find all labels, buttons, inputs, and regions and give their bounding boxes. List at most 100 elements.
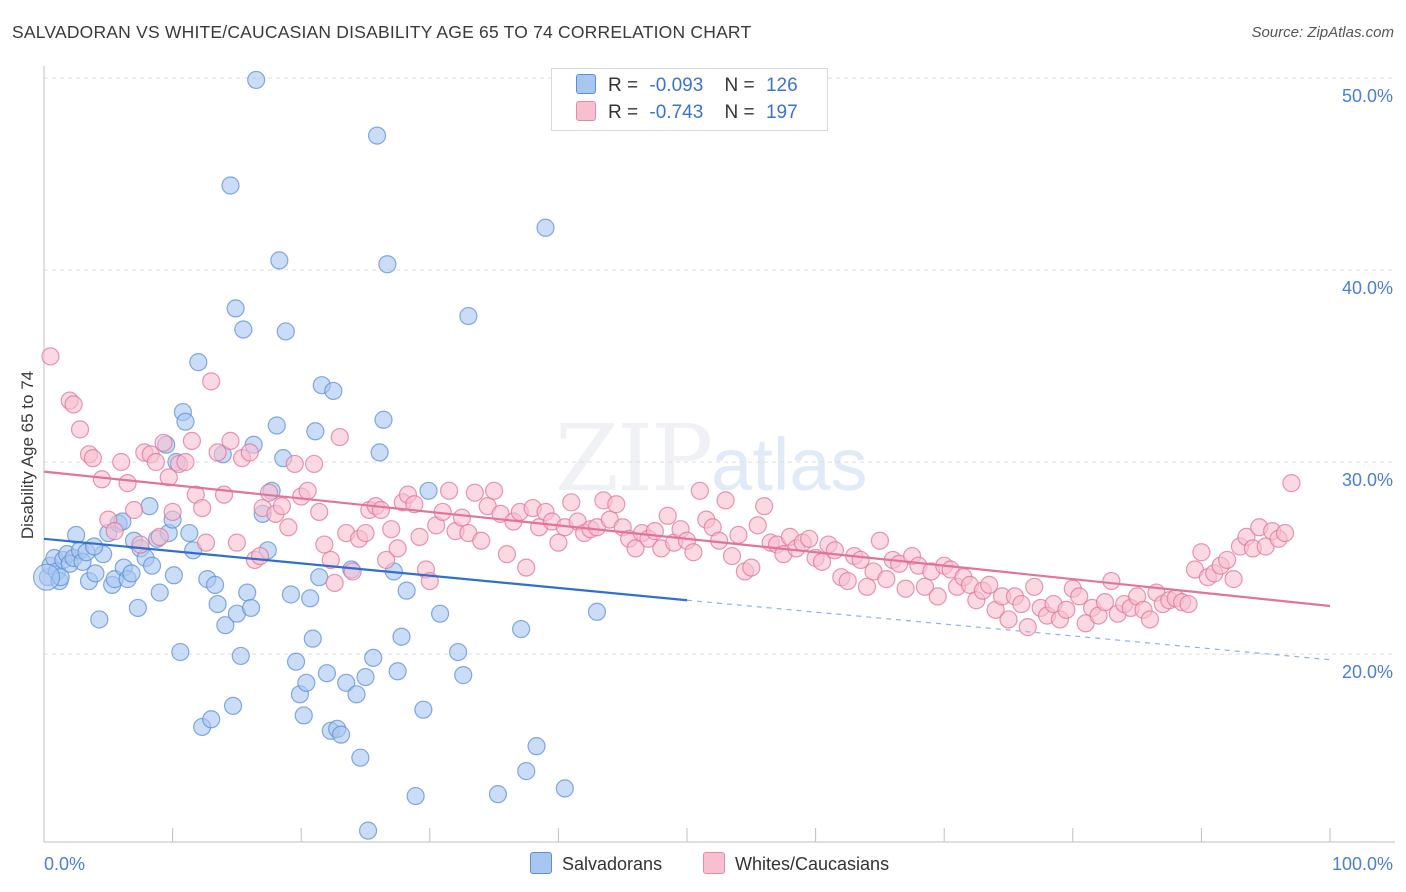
white-caucasian-point [1275,523,1295,543]
white-caucasian-point [439,481,459,500]
trend-lines [43,470,1331,661]
white-caucasian-point [1140,610,1160,629]
legend-r-value-whites: -0.743 [649,102,704,123]
white-caucasian-point [321,550,340,570]
y-tick-label: 20.0% [1342,662,1393,682]
white-caucasian-point [1095,593,1115,612]
salvadoran-point [370,443,389,462]
salvadoran-point [238,583,257,602]
salvadoran-point [392,627,411,646]
salvadoran-point [189,353,208,372]
white-caucasian-point [549,533,568,552]
white-caucasian-point [298,481,317,500]
salvadoran-point [223,696,243,715]
legend-swatch-whites [576,101,596,121]
salvadoran-point [226,299,245,318]
salvadoran-point [406,786,425,806]
white-caucasian-point [742,558,761,577]
legend-r-label: R = [608,75,639,96]
white-caucasian-point [1282,474,1301,493]
white-caucasian-point [150,527,169,546]
salvadoran-point [310,568,329,587]
salvadoran-point [388,662,407,681]
white-caucasian-point [146,452,165,472]
white-caucasian-point [64,395,83,414]
white-caucasian-point [118,474,137,493]
salvadoran-point [301,589,320,608]
white-caucasian-point [928,587,947,606]
white-caucasian-point [825,541,844,560]
salvadoran-point [150,583,169,602]
salvadorans-trend-extension [686,599,1331,661]
salvadoran-point [231,646,250,666]
salvadoran-point [142,556,162,575]
y-tick-label: 50.0% [1342,86,1393,106]
white-caucasian-point [1218,550,1237,570]
salvadoran-point [488,785,508,804]
salvadorans-points [32,70,607,840]
white-caucasian-point [1012,594,1031,614]
salvadoran-point [85,537,104,556]
salvadoran-point [536,218,555,237]
white-caucasian-point [405,495,424,514]
white-caucasian-point [304,454,324,474]
salvadoran-point [517,762,536,781]
salvadoran-point [286,652,306,671]
salvadoran-point [176,412,195,431]
x-tick-label: 0.0% [44,854,85,874]
salvadoran-point [419,481,438,500]
salvadoran-point [448,642,468,662]
y-tick-label: 30.0% [1342,470,1393,490]
salvadoran-point [358,821,378,840]
salvadoran-point [555,779,574,798]
white-caucasian-point [41,347,60,366]
salvadoran-point [364,648,383,667]
white-caucasian-point [272,497,292,516]
white-caucasian-point [1224,570,1243,589]
white-caucasian-point [250,546,270,566]
legend: R = -0.093 N = 126 R = -0.743 N = 197 [551,68,828,131]
white-caucasian-point [227,533,246,552]
white-caucasian-point [70,420,90,439]
white-caucasian-point [658,506,677,525]
white-caucasian-point [382,520,401,539]
white-caucasian-point [105,522,124,541]
salvadoran-point [241,598,261,618]
white-caucasian-point [202,372,221,391]
legend-n-label: N = [724,75,755,96]
white-caucasian-point [356,523,375,543]
white-caucasian-point [999,610,1018,629]
white-caucasian-point [330,427,349,447]
white-caucasian-point [193,498,212,518]
white-caucasian-point [112,452,131,472]
white-caucasian-point [838,571,857,591]
white-caucasian-point [388,539,407,558]
source-label: Source: ZipAtlas.com [1251,24,1394,41]
salvadoran-point [324,381,343,401]
watermark: ZIPatlas [555,405,867,512]
salvadoran-point [374,410,393,429]
bottom-legend-whites: Whites/Caucasians [703,852,889,875]
salvadorans-trend-line [43,537,688,602]
salvadoran-point [267,416,286,435]
white-caucasian-point [915,577,935,596]
salvadoran-point [297,673,316,692]
white-caucasian-point [896,579,915,598]
white-caucasian-point [1025,577,1044,596]
axes [43,66,1395,843]
watermark-zip: ZIP [555,405,713,512]
white-caucasian-point [259,483,279,502]
white-caucasian-point [159,468,178,487]
white-caucasian-point [1057,600,1076,619]
white-caucasian-point [240,443,259,462]
salvadoran-point [294,706,313,725]
salvadoran-point [512,619,531,639]
white-caucasian-point [221,431,240,450]
whites-points [41,347,1301,637]
salvadoran-point [414,700,433,719]
salvadoran-point [247,70,266,90]
white-caucasian-point [517,558,536,577]
white-caucasian-point [343,562,362,581]
salvadoran-point [122,564,141,583]
white-caucasian-point [716,491,735,510]
